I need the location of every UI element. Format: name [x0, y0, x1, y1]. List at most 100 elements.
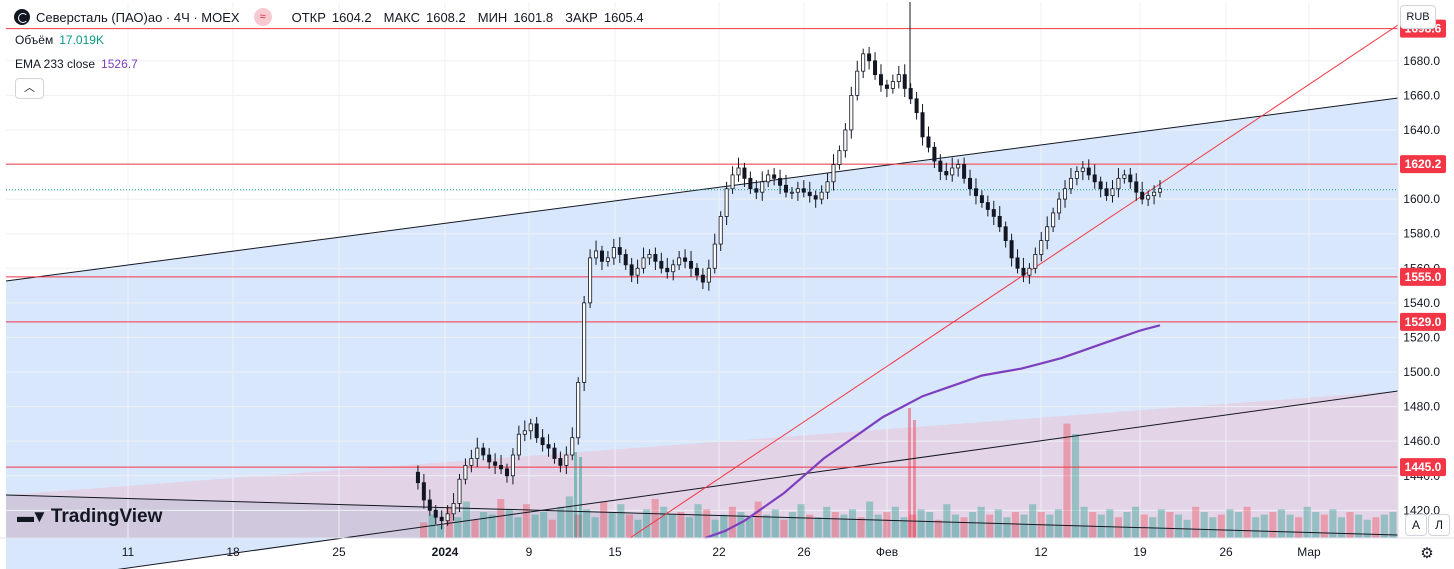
- candle-body: [867, 53, 872, 62]
- tradingview-logo[interactable]: ▬▼ TradingView: [17, 506, 162, 528]
- log-scale-button[interactable]: Л: [1428, 514, 1450, 536]
- volume-bar: [574, 452, 577, 538]
- volume-bar: [583, 509, 591, 538]
- candle-body: [801, 188, 806, 193]
- candle-body: [973, 188, 978, 197]
- volume-bar: [1192, 506, 1200, 538]
- candle-body: [890, 81, 895, 89]
- candle-body: [950, 167, 955, 176]
- candle-body: [499, 464, 504, 470]
- volume-bar: [497, 499, 505, 538]
- volume-bar: [977, 506, 985, 538]
- candle-body: [1009, 240, 1014, 259]
- symbol-logo-icon: [14, 9, 30, 25]
- volume-bar: [591, 517, 599, 538]
- ema-legend[interactable]: EMA 233 close 1526.7: [15, 57, 138, 71]
- symbol-title[interactable]: Северсталь (ПАО)ао · 4Ч · MOEX: [36, 9, 240, 25]
- candle-body: [647, 254, 652, 259]
- lower-channel-line: [5, 494, 1399, 536]
- candle-body: [451, 503, 456, 515]
- candle-body: [1140, 191, 1145, 200]
- volume-bar: [480, 512, 488, 538]
- volume-legend-label: Объём: [15, 33, 54, 47]
- x-tick-label: 25: [332, 545, 346, 559]
- settings-gear-icon[interactable]: ⚙: [1420, 545, 1434, 562]
- volume-bar: [848, 509, 857, 538]
- y-tick-label: 1680.0: [1403, 54, 1440, 68]
- candle-body: [694, 267, 699, 276]
- volume-bar: [1003, 517, 1011, 538]
- candle-body: [861, 53, 866, 72]
- volume-bar: [1140, 514, 1148, 538]
- ema-233-line: [704, 324, 1161, 540]
- volume-bar: [454, 517, 462, 538]
- volume-bar: [1235, 512, 1243, 538]
- volume-bar: [1123, 512, 1131, 538]
- chevron-up-icon: ︿: [24, 82, 35, 94]
- volume-legend[interactable]: Объём 17.019K: [15, 33, 104, 47]
- candle-body: [659, 260, 664, 269]
- volume-bar: [445, 506, 453, 538]
- volume-bar: [1355, 514, 1363, 538]
- x-tick-label: 26: [1219, 545, 1233, 559]
- volume-bar: [788, 512, 796, 538]
- volume-bar: [660, 506, 668, 538]
- volume-bar: [531, 514, 539, 538]
- volume-bar: [1329, 509, 1337, 538]
- volume-bar: [1337, 517, 1346, 538]
- candle-body: [1116, 177, 1121, 190]
- candle-body: [813, 195, 818, 200]
- volume-bar: [840, 514, 848, 538]
- volume-bar: [943, 504, 951, 538]
- collapse-legend-button[interactable]: ︿: [15, 78, 44, 99]
- ohlc-low-label: МИН: [477, 9, 508, 25]
- volume-bar: [437, 525, 445, 538]
- candle-body: [623, 254, 628, 266]
- auto-scale-button[interactable]: A: [1405, 514, 1427, 536]
- volume-bar: [814, 517, 822, 538]
- candle-body: [742, 167, 747, 179]
- volume-bar: [677, 512, 685, 538]
- volume-bar: [471, 519, 479, 538]
- candle-body: [956, 164, 961, 169]
- volume-bar: [711, 519, 719, 538]
- candle-body: [534, 423, 539, 439]
- candle-body: [611, 247, 616, 259]
- candle-body: [700, 274, 705, 283]
- volume-bar: [1072, 434, 1080, 538]
- ohlc-close-label: ЗАКР: [565, 9, 598, 25]
- candle-body: [778, 177, 783, 186]
- volume-bar: [1011, 512, 1020, 538]
- volume-bar: [806, 514, 814, 538]
- candle-body: [1063, 188, 1068, 200]
- candle-body: [760, 181, 765, 193]
- candle-body: [689, 260, 694, 269]
- volume-bar: [986, 514, 994, 538]
- volume-bar: [1054, 509, 1062, 538]
- ema-legend-value: 1526.7: [101, 57, 138, 71]
- candle-body: [469, 458, 474, 466]
- candle-body: [855, 70, 860, 96]
- volume-bar: [1346, 512, 1354, 538]
- candle-body: [849, 94, 854, 131]
- candle-body: [421, 482, 426, 501]
- y-tick-label: 1520.0: [1403, 330, 1440, 344]
- candle-body: [1015, 257, 1020, 269]
- x-tick-label: Мар: [1297, 545, 1321, 559]
- candle-body: [427, 499, 432, 511]
- candle-body: [896, 74, 901, 82]
- volume-bar: [960, 517, 968, 538]
- approx-equal-icon[interactable]: ≈: [253, 8, 272, 26]
- x-tick-label: 12: [1034, 545, 1048, 559]
- volume-bar: [913, 420, 916, 538]
- volume-bar: [1295, 517, 1303, 538]
- support-trend-line: [629, 24, 1399, 539]
- volume-bar: [1029, 504, 1037, 538]
- candle-body: [843, 129, 848, 152]
- volume-bar: [1252, 517, 1260, 538]
- bottom-channel-fill: [6, 495, 1398, 538]
- currency-button[interactable]: RUB: [1400, 5, 1436, 29]
- candle-body: [1045, 226, 1050, 242]
- candle-body: [926, 136, 931, 148]
